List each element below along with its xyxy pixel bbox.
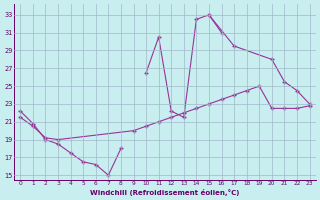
X-axis label: Windchill (Refroidissement éolien,°C): Windchill (Refroidissement éolien,°C) bbox=[90, 189, 240, 196]
